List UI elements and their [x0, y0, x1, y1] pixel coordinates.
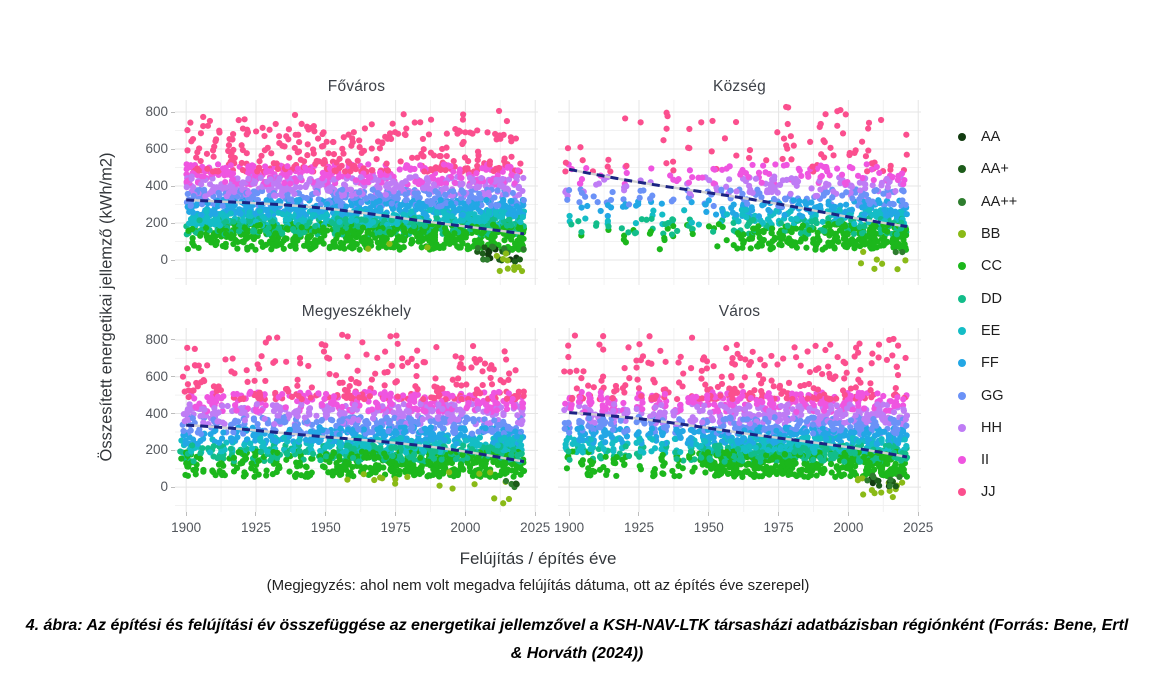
facet-canvas-megyeszekhely [175, 328, 538, 512]
x-tick-mark [464, 512, 466, 516]
legend-item-CC: CC [948, 250, 1017, 282]
x-tick-mark [395, 512, 397, 516]
legend-label: AA+ [981, 161, 1009, 178]
legend-label: JJ [981, 484, 996, 501]
x-tick-mark [534, 512, 536, 516]
y-tick-mark [171, 259, 175, 261]
x-tick-mark [778, 512, 780, 516]
x-tick-mark [325, 512, 327, 516]
legend-dot-icon [958, 165, 966, 174]
y-tick-mark [171, 376, 175, 378]
x-tick-label: 1975 [763, 520, 794, 535]
y-tick-mark [171, 339, 175, 341]
x-tick-mark [568, 512, 570, 516]
y-tick-label: 0 [160, 252, 168, 268]
y-tick-mark [171, 413, 175, 415]
y-tick-mark [171, 111, 175, 113]
y-tick-mark [171, 486, 175, 488]
x-tick-label: 1925 [240, 520, 271, 535]
legend-dot-icon [958, 294, 966, 303]
legend-item-II: II [948, 444, 1017, 476]
legend-label: CC [981, 258, 1002, 275]
x-tick-label: 2000 [450, 520, 481, 535]
legend-label: AA [981, 129, 1001, 146]
facet-canvas-fovaros [175, 100, 538, 285]
legend-label: GG [981, 387, 1004, 404]
legend-item-AA+: AA+ [948, 153, 1017, 185]
x-tick-label: 1950 [693, 520, 724, 535]
legend-item-HH: HH [948, 412, 1017, 444]
legend-item-AA++: AA++ [948, 186, 1017, 218]
legend-label: EE [981, 322, 1001, 339]
legend-dot-icon [958, 230, 966, 239]
x-tick-label: 1900 [554, 520, 585, 535]
y-tick-label: 0 [160, 479, 168, 495]
y-tick-mark [171, 222, 175, 224]
legend-dot-icon [958, 391, 966, 400]
legend-dot-icon [958, 488, 966, 497]
legend-label: BB [981, 226, 1001, 243]
legend-dot-icon [958, 423, 966, 432]
y-tick-mark [171, 185, 175, 187]
legend-dot-icon [958, 197, 966, 206]
legend-item-BB: BB [948, 218, 1017, 250]
y-tick-label: 800 [145, 331, 168, 347]
legend-item-AA: AA [948, 121, 1017, 153]
x-axis-title: Felújítás / építés éve [459, 549, 617, 568]
x-tick-mark [847, 512, 849, 516]
facet-title-fovaros: Főváros [327, 78, 386, 95]
legend-label: AA++ [981, 193, 1018, 210]
legend-dot-icon [958, 133, 966, 142]
legend-item-EE: EE [948, 315, 1017, 347]
y-tick-label: 200 [145, 215, 168, 231]
legend-label: HH [981, 419, 1002, 436]
facet-canvas-varos [558, 328, 921, 512]
y-tick-label: 600 [145, 141, 168, 157]
legend-dot-icon [958, 359, 966, 368]
facet-canvas-kozseg [558, 100, 921, 285]
x-tick-label: 1975 [380, 520, 411, 535]
x-tick-label: 2025 [520, 520, 551, 535]
facet-title-varos: Város [718, 303, 761, 320]
y-tick-label: 600 [145, 368, 168, 384]
x-tick-mark [708, 512, 710, 516]
y-tick-label: 800 [145, 104, 168, 120]
x-tick-label: 1950 [310, 520, 341, 535]
legend-item-GG: GG [948, 379, 1017, 411]
y-axis-title: Összesített energetikai jellemző (kWh/m2… [97, 152, 116, 462]
legend-label: FF [981, 355, 999, 372]
x-tick-mark [255, 512, 257, 516]
y-tick-label: 400 [145, 178, 168, 194]
y-tick-label: 400 [145, 405, 168, 421]
legend-dot-icon [958, 456, 966, 465]
legend-item-JJ: JJ [948, 476, 1017, 508]
figure-note: (Megjegyzés: ahol nem volt megadva felúj… [266, 577, 810, 594]
legend-dot-icon [958, 326, 966, 335]
legend-label: DD [981, 290, 1002, 307]
x-tick-mark [185, 512, 187, 516]
legend-label: II [981, 452, 990, 469]
y-tick-mark [171, 449, 175, 451]
x-tick-mark [917, 512, 919, 516]
y-tick-label: 200 [145, 442, 168, 458]
x-tick-label: 1925 [623, 520, 654, 535]
x-tick-label: 1900 [171, 520, 202, 535]
facet-title-kozseg: Község [713, 78, 766, 95]
legend-dot-icon [958, 262, 966, 271]
x-tick-mark [638, 512, 640, 516]
facet-title-megyeszekhely: Megyeszékhely [301, 303, 412, 320]
x-tick-label: 2000 [833, 520, 864, 535]
x-tick-label: 2025 [903, 520, 934, 535]
legend-item-FF: FF [948, 347, 1017, 379]
figure-caption: 4. ábra: Az építési és felújítási év öss… [25, 617, 1129, 662]
chart-legend: AA AA+ AA++ BB CC DD EE FF GG HH II JJ [948, 121, 1017, 509]
legend-item-DD: DD [948, 282, 1017, 314]
y-tick-mark [171, 148, 175, 150]
